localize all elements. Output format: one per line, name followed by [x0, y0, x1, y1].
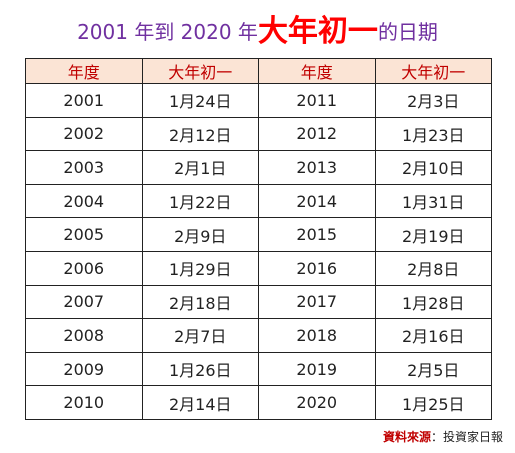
year-cell: 2003: [25, 150, 143, 185]
date-cell: 2月1日: [141, 150, 259, 185]
date-cell: 1月31日: [374, 183, 492, 219]
year-cell: 2017: [258, 284, 376, 320]
date-cell: 1月25日: [374, 385, 492, 420]
year-cell: 2018: [258, 318, 376, 353]
date-cell: 1月24日: [141, 83, 259, 118]
year-cell: 2010: [25, 385, 143, 420]
date-cell: 2月3日: [374, 83, 492, 118]
header-date-right: 大年初一: [374, 58, 492, 84]
table-row: 2010 2月14日 2020 1月25日: [25, 385, 492, 420]
header-year-left: 年度: [25, 58, 143, 84]
title-prefix: 2001 年到 2020 年: [77, 20, 258, 44]
date-cell: 2月9日: [141, 217, 259, 252]
table-row: 2007 2月18日 2017 1月28日: [25, 284, 492, 320]
table-header-row: 年度 大年初一 年度 大年初一: [25, 58, 492, 84]
year-cell: 2015: [258, 217, 376, 252]
date-cell: 1月29日: [141, 250, 259, 286]
lunar-new-year-table: 年度 大年初一 年度 大年初一 2001 1月24日 2011 2月3日 2002 2月1…: [25, 58, 492, 420]
source-separator: ：: [430, 430, 443, 444]
header-year-right: 年度: [258, 58, 376, 84]
year-cell: 2001: [25, 83, 143, 118]
year-cell: 2012: [258, 116, 376, 152]
year-cell: 2009: [25, 351, 143, 387]
table-row: 2004 1月22日 2014 1月31日: [25, 183, 492, 219]
title-highlight: 大年初一: [257, 14, 378, 49]
date-cell: 2月12日: [141, 116, 259, 152]
year-cell: 2020: [258, 385, 376, 420]
page-title: 2001 年到 2020 年大年初一的日期: [0, 14, 515, 50]
date-cell: 1月22日: [141, 183, 259, 219]
date-cell: 2月8日: [374, 250, 492, 286]
source-label: 資料來源: [382, 430, 431, 444]
year-cell: 2019: [258, 351, 376, 387]
date-cell: 1月26日: [141, 351, 259, 387]
year-cell: 2013: [258, 150, 376, 185]
date-cell: 1月23日: [374, 116, 492, 152]
year-cell: 2002: [25, 116, 143, 152]
year-cell: 2004: [25, 183, 143, 219]
date-cell: 2月5日: [374, 351, 492, 387]
year-cell: 2006: [25, 250, 143, 286]
title-suffix: 的日期: [377, 20, 438, 44]
date-cell: 2月16日: [374, 318, 492, 353]
date-cell: 2月7日: [141, 318, 259, 353]
table-row: 2003 2月1日 2013 2月10日: [25, 150, 492, 185]
date-cell: 2月19日: [374, 217, 492, 252]
date-cell: 2月18日: [141, 284, 259, 320]
date-cell: 1月28日: [374, 284, 492, 320]
year-cell: 2007: [25, 284, 143, 320]
table-row: 2008 2月7日 2018 2月16日: [25, 318, 492, 353]
source-value: 投資家日報: [442, 430, 503, 444]
table-row: 2006 1月29日 2016 2月8日: [25, 250, 492, 286]
year-cell: 2011: [258, 83, 376, 118]
year-cell: 2016: [258, 250, 376, 286]
year-cell: 2008: [25, 318, 143, 353]
year-cell: 2014: [258, 183, 376, 219]
date-cell: 2月10日: [374, 150, 492, 185]
header-date-left: 大年初一: [141, 58, 259, 84]
source-note: 資料來源：投資家日報: [383, 428, 503, 445]
table-row: 2009 1月26日 2019 2月5日: [25, 351, 492, 387]
table-row: 2001 1月24日 2011 2月3日: [25, 83, 492, 118]
table-row: 2005 2月9日 2015 2月19日: [25, 217, 492, 252]
date-cell: 2月14日: [141, 385, 259, 420]
table-body: 2001 1月24日 2011 2月3日 2002 2月12日 2012 1月23日 2003 2…: [25, 83, 492, 420]
table-row: 2002 2月12日 2012 1月23日: [25, 116, 492, 152]
year-cell: 2005: [25, 217, 143, 252]
